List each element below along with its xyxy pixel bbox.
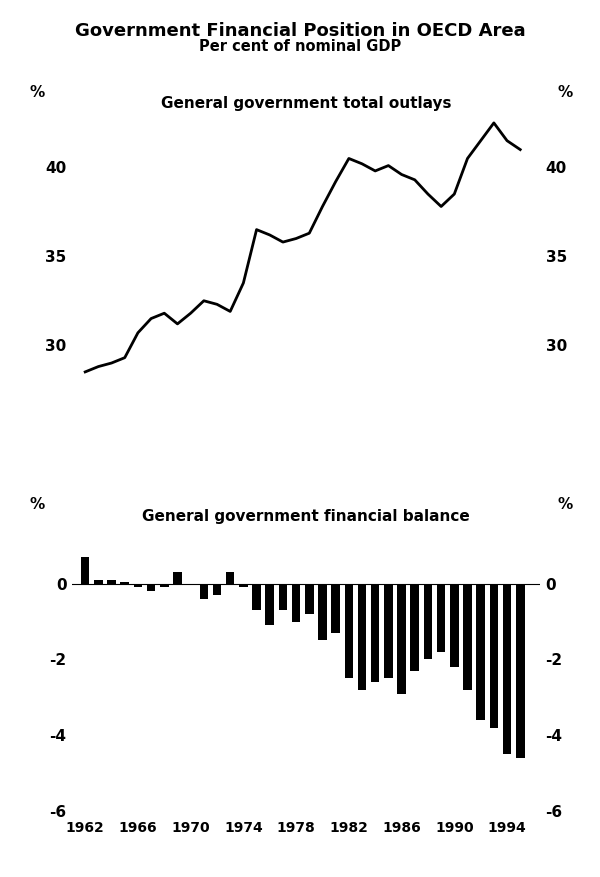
- Bar: [147, 583, 155, 591]
- Bar: [107, 580, 116, 583]
- Bar: [463, 583, 472, 690]
- Bar: [476, 583, 485, 720]
- Bar: [173, 572, 182, 583]
- Bar: [134, 583, 142, 588]
- Text: %: %: [30, 497, 45, 512]
- Text: %: %: [557, 497, 573, 512]
- Bar: [200, 583, 208, 599]
- Bar: [516, 583, 524, 758]
- Title: General government financial balance: General government financial balance: [142, 509, 470, 524]
- Bar: [410, 583, 419, 671]
- Bar: [213, 583, 221, 595]
- Bar: [226, 572, 235, 583]
- Bar: [424, 583, 432, 660]
- Bar: [358, 583, 367, 690]
- Bar: [160, 583, 169, 588]
- Bar: [437, 583, 445, 652]
- Bar: [265, 583, 274, 625]
- Bar: [292, 583, 301, 622]
- Bar: [344, 583, 353, 679]
- Bar: [318, 583, 327, 640]
- Bar: [450, 583, 458, 667]
- Bar: [121, 581, 129, 583]
- Bar: [252, 583, 261, 610]
- Bar: [384, 583, 392, 679]
- Text: %: %: [30, 85, 45, 100]
- Text: %: %: [557, 85, 573, 100]
- Bar: [305, 583, 314, 614]
- Text: Government Financial Position in OECD Area: Government Financial Position in OECD Ar…: [74, 22, 526, 40]
- Bar: [278, 583, 287, 610]
- Bar: [397, 583, 406, 694]
- Title: General government total outlays: General government total outlays: [161, 96, 451, 111]
- Bar: [187, 583, 195, 586]
- Bar: [503, 583, 511, 754]
- Bar: [239, 583, 248, 588]
- Bar: [371, 583, 379, 682]
- Bar: [331, 583, 340, 633]
- Bar: [94, 580, 103, 583]
- Text: Per cent of nominal GDP: Per cent of nominal GDP: [199, 39, 401, 54]
- Bar: [490, 583, 498, 728]
- Bar: [81, 557, 89, 583]
